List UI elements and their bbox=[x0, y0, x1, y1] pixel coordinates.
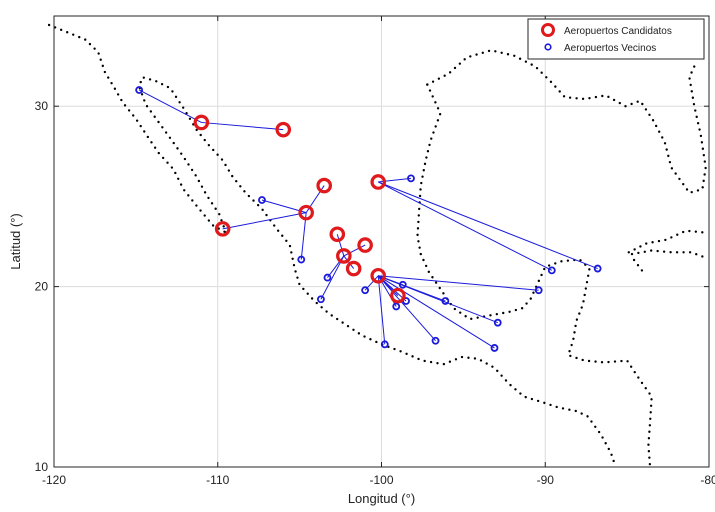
connection-line bbox=[138, 89, 202, 123]
x-axis-label: Longitud (°) bbox=[348, 491, 415, 506]
x-axis-ticks: -120 -110 -100 -90 -80 bbox=[42, 16, 715, 487]
candidate-airport-point bbox=[357, 237, 373, 253]
y-tick-label: 30 bbox=[35, 99, 49, 113]
candidate-airport-point bbox=[370, 267, 387, 284]
connection-line bbox=[377, 275, 386, 345]
neighbor-airport-point bbox=[392, 302, 401, 311]
neighbor-airport-point bbox=[398, 280, 407, 289]
coastline-dots bbox=[47, 23, 707, 469]
coastline bbox=[426, 49, 707, 195]
neighbor-airport-point bbox=[297, 255, 306, 264]
candidate-airports bbox=[193, 114, 406, 304]
y-tick-label: 20 bbox=[35, 280, 49, 294]
legend-box bbox=[527, 18, 705, 60]
candidate-airport-point bbox=[298, 204, 314, 221]
y-tick-label: 10 bbox=[35, 460, 49, 474]
candidate-airport-point bbox=[329, 226, 346, 243]
neighbor-airports bbox=[135, 86, 602, 352]
coastline bbox=[416, 83, 653, 469]
neighbor-airport-point bbox=[407, 174, 415, 183]
connection-line bbox=[320, 255, 345, 300]
candidate-airport-point bbox=[345, 260, 362, 277]
neighbor-airport-point bbox=[593, 264, 602, 273]
legend-candidate-marker bbox=[541, 23, 555, 37]
neighbor-airport-point bbox=[135, 86, 144, 94]
neighbor-airport-point bbox=[441, 297, 450, 305]
neighbor-airport-point bbox=[317, 295, 325, 304]
connection-line bbox=[378, 275, 539, 291]
candidate-airport-point bbox=[336, 248, 352, 264]
neighbor-airport-point bbox=[534, 286, 543, 295]
y-axis-ticks: 10 20 30 bbox=[35, 99, 709, 474]
neighbor-airport-point bbox=[380, 340, 389, 349]
legend-neighbor-label: Aeropuertos Vecinos bbox=[564, 43, 656, 54]
connection-line bbox=[336, 234, 345, 257]
candidate-airport-point bbox=[390, 287, 406, 304]
x-tick-label: -80 bbox=[700, 473, 715, 487]
neighbor-airport-point bbox=[547, 266, 556, 275]
legend-neighbor-marker bbox=[544, 43, 552, 51]
x-tick-label: -90 bbox=[537, 473, 555, 487]
legend-candidate-label: Aeropuertos Candidatos bbox=[564, 26, 672, 37]
candidate-airport-point bbox=[275, 121, 292, 138]
coastline bbox=[47, 23, 228, 234]
connection-line bbox=[300, 212, 307, 260]
legend: Aeropuertos Candidatos Aeropuertos Vecin… bbox=[527, 18, 705, 60]
x-tick-label: -110 bbox=[206, 473, 229, 487]
connection-line bbox=[343, 255, 355, 269]
neighbor-airport-point bbox=[361, 286, 370, 295]
connection-line bbox=[343, 244, 366, 257]
connection-line bbox=[201, 121, 284, 131]
candidate-airport-point bbox=[370, 174, 387, 190]
candidate-airport-point bbox=[316, 177, 332, 194]
neighbor-airport-point bbox=[323, 273, 332, 282]
connection-line bbox=[377, 275, 495, 349]
coastline bbox=[632, 258, 644, 272]
connection-line bbox=[377, 275, 436, 342]
connection-line bbox=[378, 181, 598, 270]
candidate-airport-point bbox=[214, 221, 231, 237]
coastline bbox=[627, 229, 706, 254]
coastline bbox=[630, 249, 707, 259]
x-tick-label: -120 bbox=[42, 473, 66, 487]
neighbor-airport-point bbox=[493, 318, 502, 327]
neighbor-airport-point bbox=[431, 336, 440, 345]
connection-line bbox=[327, 255, 345, 278]
y-axis-label: Latitud (°) bbox=[8, 213, 23, 270]
neighbor-airport-point bbox=[258, 196, 266, 204]
candidate-airport-point bbox=[193, 114, 210, 131]
connection-line bbox=[222, 212, 307, 230]
neighbor-airport-point bbox=[490, 344, 499, 352]
connection-line bbox=[378, 275, 498, 324]
x-tick-label: -100 bbox=[369, 473, 393, 487]
connection-line bbox=[377, 181, 553, 271]
